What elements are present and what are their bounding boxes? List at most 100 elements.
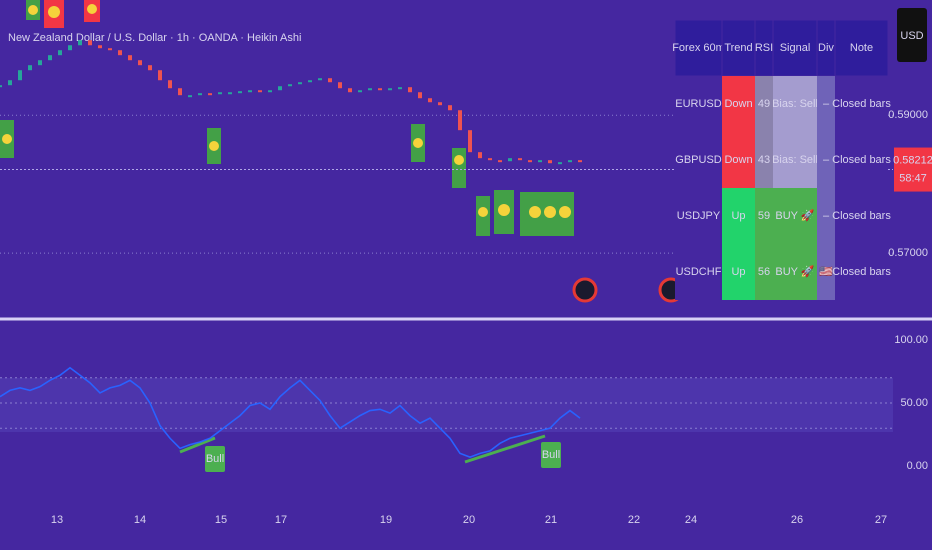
bull-label: Bull [206,453,224,465]
candle [268,90,272,93]
last-price-box [894,147,932,192]
table-cell-text: Bias: Sell [772,154,818,166]
table-cell [817,132,835,188]
x-tick-label: 20 [463,514,475,526]
candle [208,93,212,96]
table-header: Div [818,42,834,54]
candle [458,110,462,131]
candle [408,87,412,93]
candle [198,93,202,96]
table-cell [722,76,755,132]
table-header: Trend [724,42,752,54]
table-cell [773,188,817,244]
table-cell-text: Up [731,210,745,222]
candle [448,105,452,111]
candle [388,88,392,91]
table-cell-text: USDJPY [677,210,721,222]
candle [0,85,2,88]
table-header: Forex 60m [672,42,725,54]
table-header-cell [834,19,889,77]
candle [228,92,232,95]
table-cell-text: – [823,98,830,110]
table-cell [817,76,835,132]
candle [528,160,532,163]
table-cell [722,188,755,244]
candle [348,88,352,93]
candle [138,60,142,66]
x-tick-label: 22 [628,514,640,526]
x-tick-label: 27 [875,514,887,526]
table-cell [755,76,773,132]
x-tick-label: 15 [215,514,227,526]
table-cell [675,132,722,188]
table-cell-text: Down [724,98,752,110]
table-cell-text: EURUSD [675,98,722,110]
candle [518,158,522,161]
candle [128,55,132,61]
rsi-line [0,366,581,459]
table-cell-text: BUY 🚀 [775,209,814,222]
candle [338,82,342,89]
candle [428,98,432,103]
table-cell-text: 43 [758,154,770,166]
table-cell [835,244,888,300]
table-cell-text: 59 [758,210,770,222]
candle [58,50,62,56]
candle [318,78,322,81]
table-cell [755,244,773,300]
table-cell [675,188,722,244]
last-price-label: 0.58212 [893,154,932,166]
candle [358,90,362,93]
x-tick-label: 14 [134,514,146,526]
table-cell [835,76,888,132]
candle [568,160,572,163]
candle [248,90,252,93]
y-tick-label: 0.57000 [888,247,928,259]
candle [218,92,222,95]
candle [188,95,192,98]
candle [278,86,282,91]
table-header-cell [772,19,818,77]
x-tick-label: 19 [380,514,392,526]
x-tick-label: 21 [545,514,557,526]
currency-label[interactable]: USD [900,30,923,42]
candle [168,80,172,89]
candle [18,70,22,81]
table-cell [773,244,817,300]
candle [238,91,242,94]
candle [498,160,502,163]
candle [288,84,292,87]
chart-title: New Zealand Dollar / U.S. Dollar · 1h · … [8,32,301,44]
table-header-cell [674,19,723,77]
y-tick-label: 0.00 [907,460,928,472]
candle [158,70,162,81]
candle [48,55,52,61]
y-tick-label: 50.00 [900,397,928,409]
x-tick-label: 13 [51,514,63,526]
x-tick-label: 17 [275,514,287,526]
candle [178,88,182,96]
candle [108,48,112,51]
table-cell-text: 56 [758,266,770,278]
currency-button[interactable] [897,8,927,62]
candle [38,60,42,66]
table-cell-text: Bias: Sell [772,98,818,110]
candle [148,65,152,71]
x-tick-label: 26 [791,514,803,526]
candle [88,40,92,46]
table-cell-text: 🇺🇸 [819,265,833,278]
table-cell-text: Closed bars [832,210,891,222]
candle [478,152,482,159]
candle [118,50,122,56]
candle [308,80,312,83]
candle [328,78,332,83]
table-cell [755,132,773,188]
emoji-markers [0,0,893,472]
candle [538,160,542,163]
table-cell-text: 49 [758,98,770,110]
table-cell [675,76,722,132]
candle [98,45,102,49]
candle [508,158,512,162]
x-tick-label: 24 [685,514,697,526]
